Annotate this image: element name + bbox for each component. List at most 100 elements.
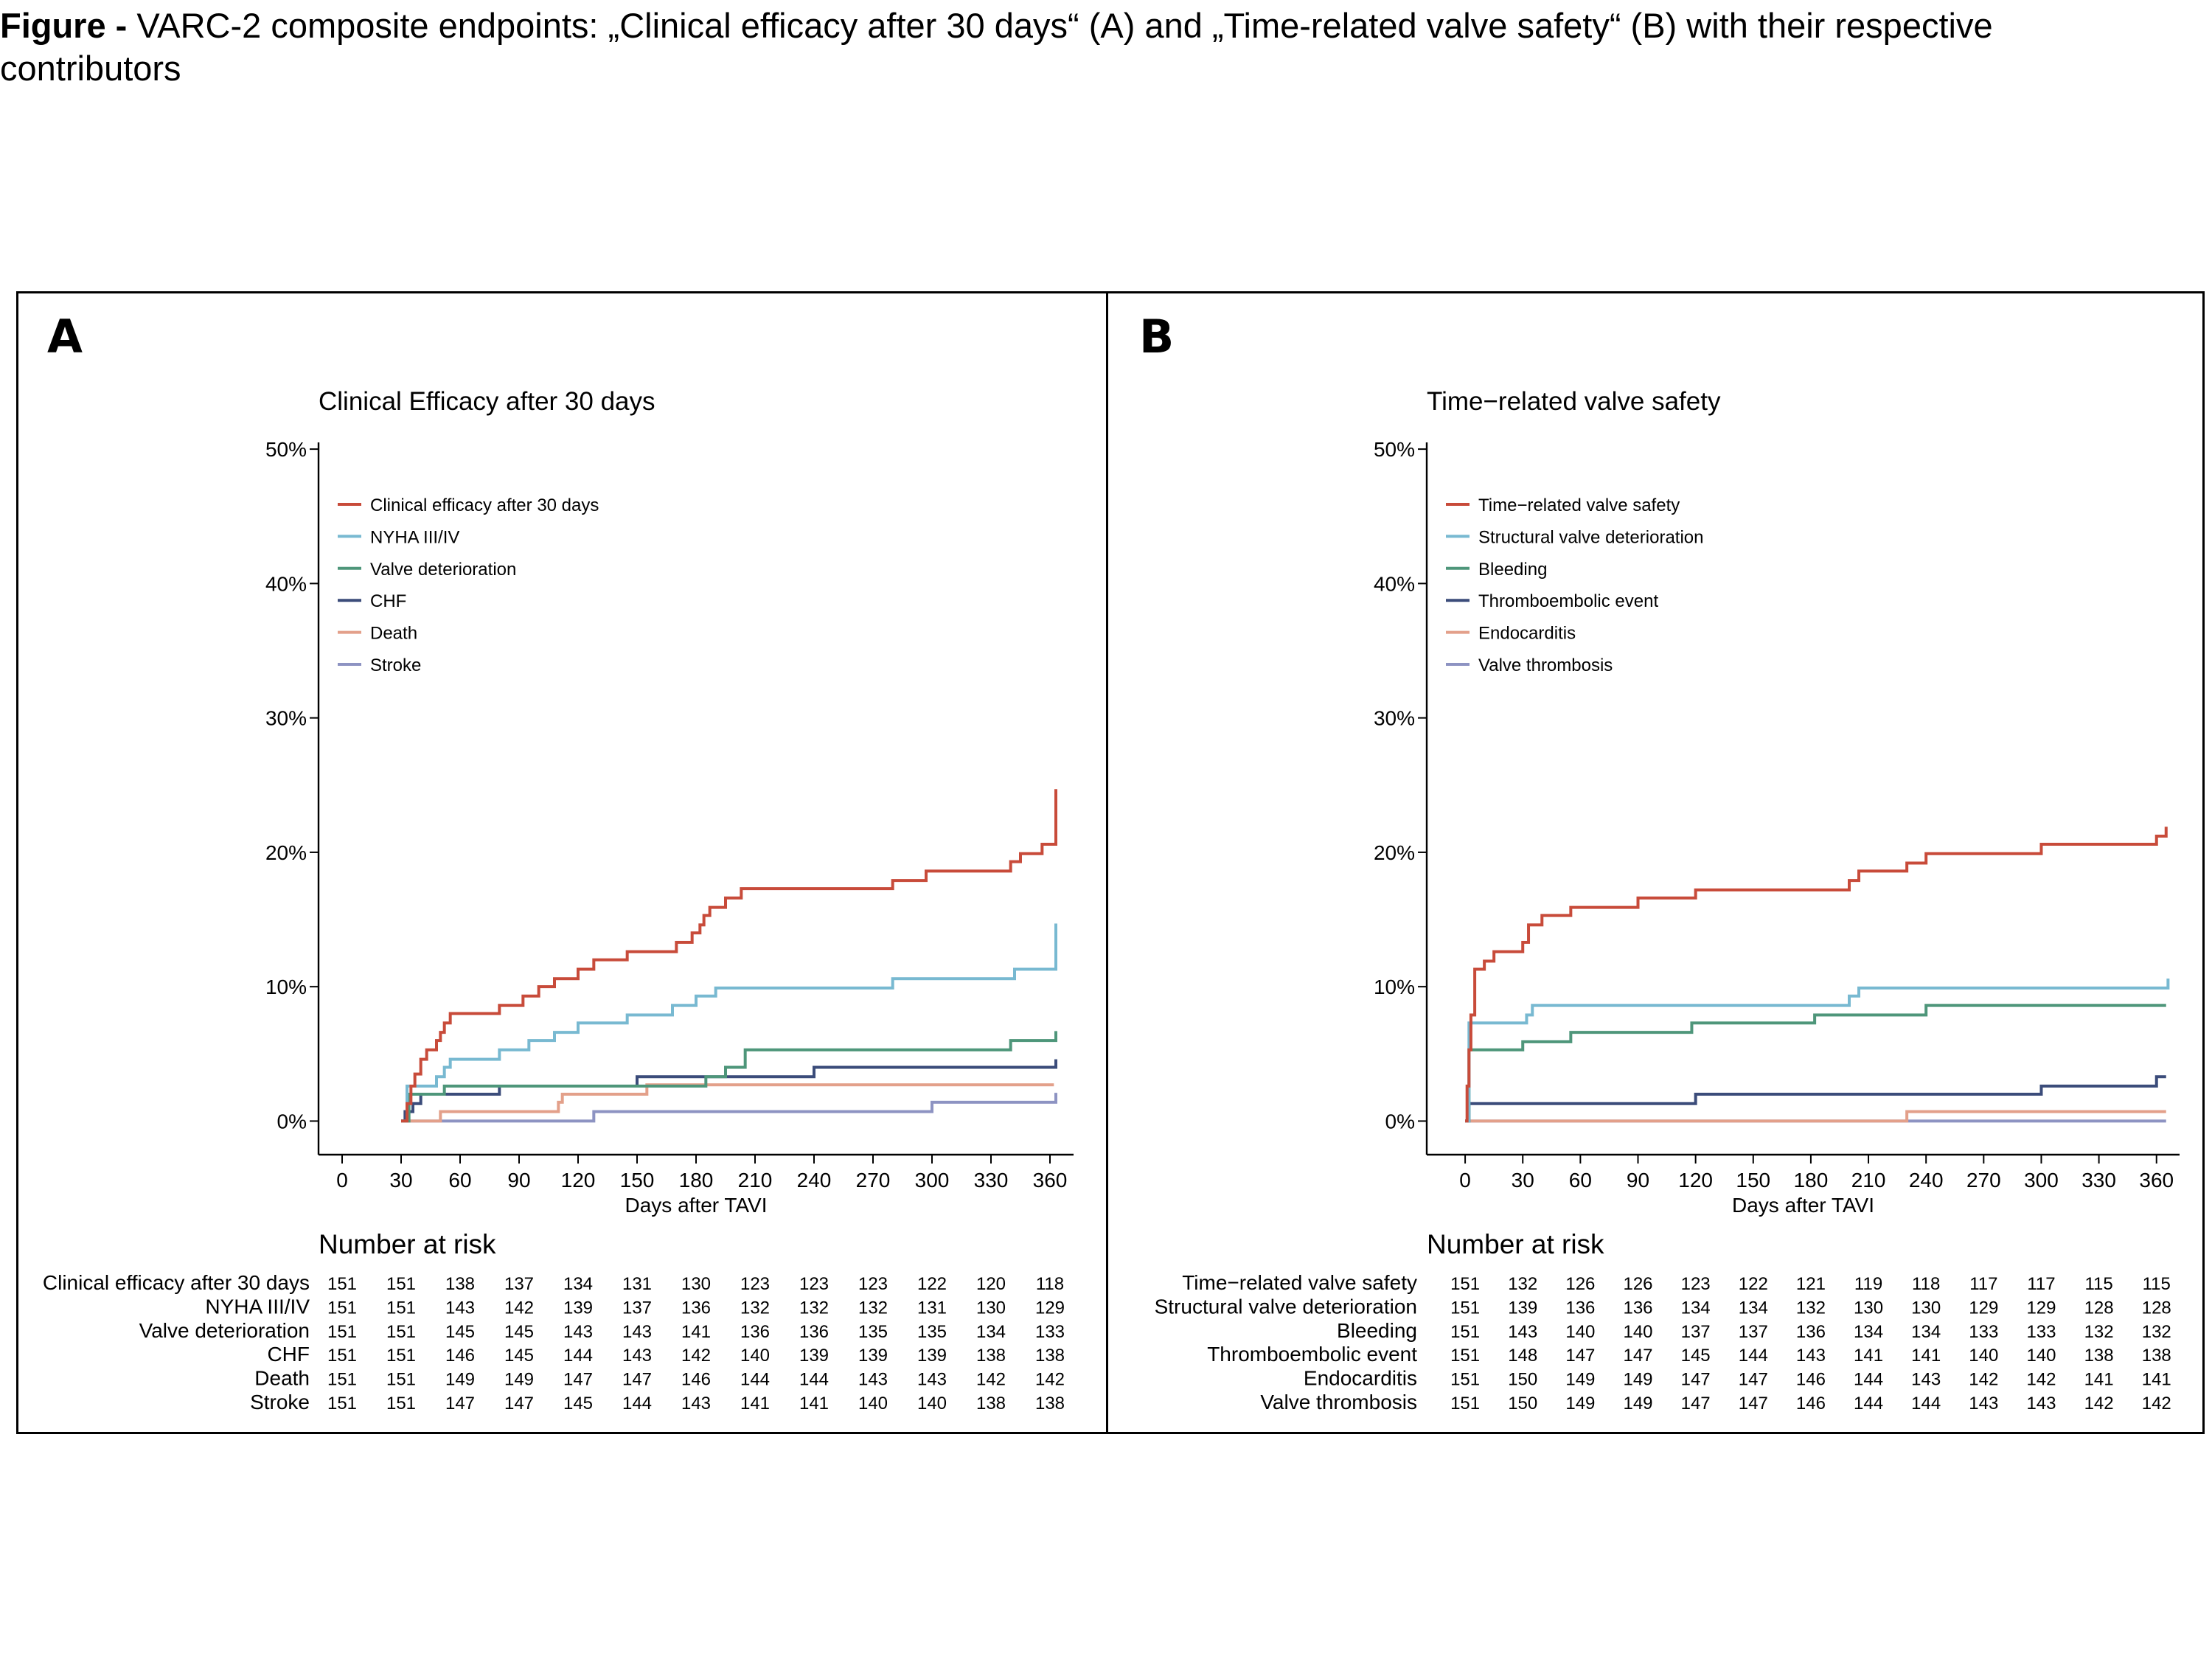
panel-a-risk-cell: 142 bbox=[504, 1298, 534, 1318]
panel-a-risk-cell: 141 bbox=[740, 1394, 770, 1413]
panel-b-risk-cell: 147 bbox=[1681, 1394, 1711, 1413]
panel-a-risk-cell: 138 bbox=[976, 1394, 1006, 1413]
panel-b-legend-label: Time−related valve safety bbox=[1478, 495, 1680, 515]
panel-b-x-tick-label: 240 bbox=[1909, 1169, 1944, 1192]
panel-a-risk-title: Number at risk bbox=[319, 1229, 496, 1259]
panel-b-risk-cell: 139 bbox=[1508, 1298, 1537, 1318]
panel-a-x-tick-label: 270 bbox=[856, 1169, 891, 1192]
panel-b-risk-cell: 143 bbox=[1796, 1346, 1826, 1366]
panel-a-y-tick-label: 0% bbox=[277, 1110, 307, 1133]
panel-b-risk-cell: 149 bbox=[1623, 1370, 1652, 1390]
panel-a-x-tick-label: 90 bbox=[507, 1169, 530, 1192]
panel-a-series-line bbox=[401, 1083, 1054, 1123]
panel-b-risk-cell: 144 bbox=[1854, 1370, 1883, 1390]
panel-b-risk-cell: 151 bbox=[1450, 1346, 1480, 1366]
panel-b-legend-label: Structural valve deterioration bbox=[1478, 527, 1703, 547]
panel-b-y-tick-label: 50% bbox=[1374, 438, 1415, 461]
panel-a-risk-cell: 146 bbox=[681, 1370, 711, 1390]
panel-b-risk-cell: 151 bbox=[1450, 1394, 1480, 1413]
panel-b-series-line bbox=[1465, 978, 2170, 1123]
panel-b-x-tick-label: 90 bbox=[1627, 1169, 1649, 1192]
panel-b-risk-cell: 141 bbox=[1911, 1346, 1941, 1366]
panel-b-risk-cell: 134 bbox=[1681, 1298, 1711, 1318]
panel-b-risk-cell: 147 bbox=[1565, 1346, 1595, 1366]
panel-b-risk-cell: 151 bbox=[1450, 1274, 1480, 1294]
panel-a-risk-cell: 151 bbox=[327, 1370, 357, 1390]
panel-b-risk-cell: 151 bbox=[1450, 1370, 1480, 1390]
panel-b-legend-label: Valve thrombosis bbox=[1478, 655, 1613, 675]
panel-a-legend-label: Stroke bbox=[370, 655, 421, 675]
panel-a-risk-cell: 145 bbox=[504, 1322, 534, 1342]
panel-b-risk-row-name: Bleeding bbox=[1337, 1319, 1417, 1342]
panel-a-risk-cell: 147 bbox=[445, 1394, 475, 1413]
panel-a-risk-cell: 118 bbox=[1036, 1274, 1064, 1294]
panel-b-risk-cell: 132 bbox=[2142, 1322, 2171, 1342]
panel-b-risk-cell: 137 bbox=[1739, 1322, 1768, 1342]
panel-b-risk-cell: 142 bbox=[1969, 1370, 1998, 1390]
panel-b-risk-cell: 129 bbox=[1969, 1298, 1998, 1318]
panel-a-x-tick-label: 330 bbox=[974, 1169, 1009, 1192]
panel-b-risk-row-name: Structural valve deterioration bbox=[1155, 1295, 1417, 1318]
panel-b-risk-cell: 142 bbox=[2084, 1394, 2114, 1413]
panel-b-risk-cell: 144 bbox=[1911, 1394, 1941, 1413]
panel-a-series-line bbox=[401, 923, 1057, 1123]
panel-a-risk-cell: 131 bbox=[622, 1274, 652, 1294]
panel-a-risk-cell: 147 bbox=[504, 1394, 534, 1413]
panel-b-risk-cell: 132 bbox=[1508, 1274, 1537, 1294]
panel-a-risk-cell: 140 bbox=[858, 1394, 888, 1413]
panel-a-risk-cell: 123 bbox=[858, 1274, 888, 1294]
panel-b-risk-cell: 126 bbox=[1565, 1274, 1595, 1294]
panel-a-risk-cell: 144 bbox=[563, 1346, 593, 1366]
panel-a-risk-cell: 151 bbox=[327, 1322, 357, 1342]
figure-caption: Figure - VARC-2 composite endpoints: „Cl… bbox=[0, 4, 2183, 90]
panel-a-risk-cell: 145 bbox=[445, 1322, 475, 1342]
panel-a-risk-row-name: NYHA III/IV bbox=[205, 1295, 310, 1318]
panel-a-risk-cell: 134 bbox=[976, 1322, 1006, 1342]
panel-a-risk-cell: 136 bbox=[740, 1322, 770, 1342]
caption-text: VARC-2 composite endpoints: „Clinical ef… bbox=[0, 6, 1993, 88]
panel-a-risk-cell: 144 bbox=[799, 1370, 829, 1390]
panel-a-risk-cell: 141 bbox=[681, 1322, 711, 1342]
panel-a-series-line bbox=[401, 1093, 1057, 1123]
panel-a-y-tick-label: 30% bbox=[265, 707, 307, 730]
caption-label: Figure - bbox=[0, 6, 128, 45]
panel-b-risk-cell: 145 bbox=[1681, 1346, 1711, 1366]
panel-a-legend-label: Valve deterioration bbox=[370, 560, 516, 580]
panel-b-risk-cell: 138 bbox=[2084, 1346, 2114, 1366]
panel-a-risk-cell: 143 bbox=[917, 1370, 947, 1390]
panel-a-risk-cell: 142 bbox=[1035, 1370, 1065, 1390]
panel-b-risk-cell: 117 bbox=[1969, 1274, 1997, 1294]
panel-a-risk-cell: 139 bbox=[799, 1346, 829, 1366]
panel-b-risk-cell: 149 bbox=[1565, 1394, 1595, 1413]
panel-a-chart: Clinical Efficacy after 30 days 0% 10% 20% 3… bbox=[43, 387, 1074, 1413]
panel-b-series-line bbox=[1465, 1075, 2166, 1123]
panel-b-risk-cell: 123 bbox=[1681, 1274, 1711, 1294]
panel-a-x-tick-label: 120 bbox=[561, 1169, 596, 1192]
panel-b-x-tick-label: 120 bbox=[1678, 1169, 1713, 1192]
panel-a-risk-cell: 149 bbox=[445, 1370, 475, 1390]
panel-a-risk-cell: 151 bbox=[327, 1346, 357, 1366]
panel-b-y-tick-label: 30% bbox=[1374, 707, 1415, 730]
panel-b-risk-cell: 137 bbox=[1681, 1322, 1711, 1342]
panel-b-chart-title: Time−related valve safety bbox=[1427, 387, 1721, 416]
panel-a-risk-cell: 151 bbox=[327, 1298, 357, 1318]
panel-b-risk-cell: 149 bbox=[1623, 1394, 1652, 1413]
panel-divider bbox=[1106, 291, 1108, 1434]
panel-a-risk-cell: 132 bbox=[858, 1298, 888, 1318]
panel-a-risk-cell: 140 bbox=[740, 1346, 770, 1366]
panel-b-risk-cell: 134 bbox=[1854, 1322, 1883, 1342]
panel-b-risk-cell: 142 bbox=[2026, 1370, 2056, 1390]
panel-b-risk-cell: 138 bbox=[2142, 1346, 2171, 1366]
panel-a-x-tick-label: 150 bbox=[620, 1169, 655, 1192]
panel-b-risk-cell: 129 bbox=[2026, 1298, 2056, 1318]
panel-a-risk-cell: 141 bbox=[799, 1394, 829, 1413]
panel-a-risk-cell: 147 bbox=[563, 1370, 593, 1390]
panel-b-risk-cell: 140 bbox=[1623, 1322, 1652, 1342]
panel-a-risk-row-name: Valve deterioration bbox=[139, 1319, 310, 1342]
panel-b-risk-cell: 141 bbox=[2142, 1370, 2171, 1390]
panel-b-risk-cell: 146 bbox=[1796, 1394, 1826, 1413]
panel-a-letter: A bbox=[47, 310, 83, 364]
panel-a-risk-cell: 122 bbox=[917, 1274, 947, 1294]
panel-b-x-tick-label: 360 bbox=[2139, 1169, 2174, 1192]
panel-b-y-tick-label: 20% bbox=[1374, 841, 1415, 864]
